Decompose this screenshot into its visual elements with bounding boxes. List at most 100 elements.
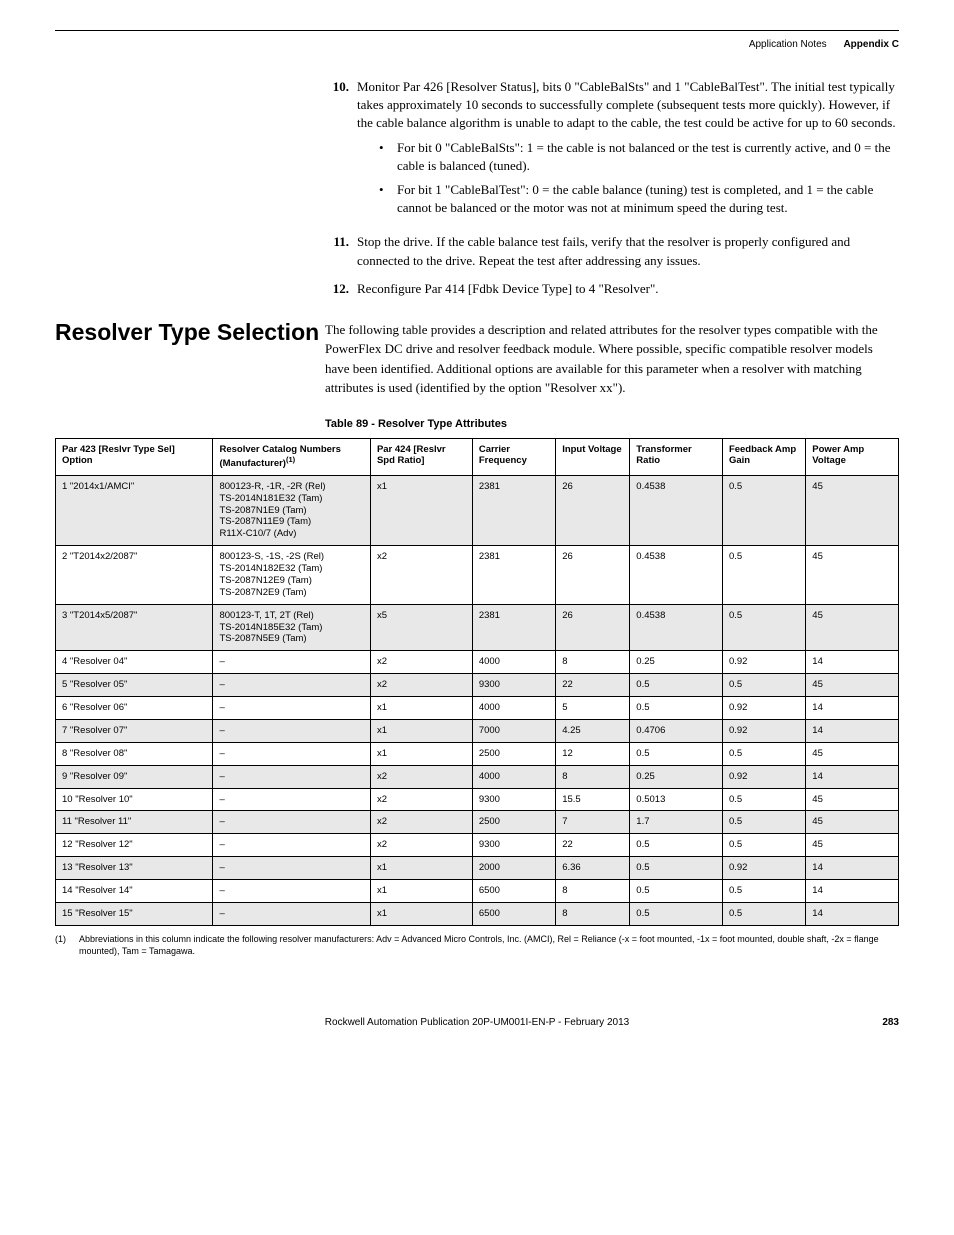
table-cell: x2 <box>370 674 472 697</box>
table-header-cell: Carrier Frequency <box>472 438 555 475</box>
table-cell: 26 <box>556 475 630 545</box>
table-cell: – <box>213 651 370 674</box>
table-cell: 2381 <box>472 604 555 651</box>
table-cell: 0.5 <box>722 811 805 834</box>
table-cell: 45 <box>806 834 899 857</box>
table-cell: 6500 <box>472 902 555 925</box>
table-cell: 800123-R, -1R, -2R (Rel)TS-2014N181E32 (… <box>213 475 370 545</box>
numbered-step: 12.Reconfigure Par 414 [Fdbk Device Type… <box>325 280 899 298</box>
table-cell: x2 <box>370 788 472 811</box>
table-cell: x2 <box>370 834 472 857</box>
table-cell: 22 <box>556 834 630 857</box>
table-cell: 0.25 <box>630 651 723 674</box>
table-cell: 0.5 <box>722 880 805 903</box>
step-number: 10. <box>325 78 357 223</box>
table-footnote: (1) Abbreviations in this column indicat… <box>55 934 899 957</box>
footnote-label: (1) <box>55 934 79 957</box>
table-cell: 45 <box>806 742 899 765</box>
table-cell: x5 <box>370 604 472 651</box>
table-cell: 800123-T, 1T, 2T (Rel)TS-2014N185E32 (Ta… <box>213 604 370 651</box>
table-cell: 45 <box>806 604 899 651</box>
section-row: Resolver Type Selection The following ta… <box>55 320 899 398</box>
table-cell: 8 <box>556 902 630 925</box>
numbered-step: 10.Monitor Par 426 [Resolver Status], bi… <box>325 78 899 223</box>
table-cell: 9300 <box>472 834 555 857</box>
table-cell: 10 "Resolver 10" <box>56 788 213 811</box>
table-cell: 14 <box>806 902 899 925</box>
table-cell: 12 "Resolver 12" <box>56 834 213 857</box>
resolver-table: Par 423 [Reslvr Type Sel] OptionResolver… <box>55 438 899 926</box>
table-caption: Table 89 - Resolver Type Attributes <box>325 418 899 430</box>
table-cell: 2500 <box>472 742 555 765</box>
bullet-item: •For bit 1 "CableBalTest": 0 = the cable… <box>379 181 899 217</box>
table-cell: – <box>213 902 370 925</box>
table-row: 9 "Resolver 09"–x2400080.250.9214 <box>56 765 899 788</box>
table-row: 2 "T2014x2/2087"800123-S, -1S, -2S (Rel)… <box>56 546 899 605</box>
table-cell: 4.25 <box>556 719 630 742</box>
table-row: 11 "Resolver 11"–x2250071.70.545 <box>56 811 899 834</box>
table-cell: 0.5 <box>630 902 723 925</box>
bullet-item: •For bit 0 "CableBalSts": 1 = the cable … <box>379 139 899 175</box>
table-cell: 2500 <box>472 811 555 834</box>
table-cell: x1 <box>370 880 472 903</box>
table-cell: 45 <box>806 811 899 834</box>
step-body: Reconfigure Par 414 [Fdbk Device Type] t… <box>357 280 899 298</box>
table-cell: 14 <box>806 697 899 720</box>
section-heading: Resolver Type Selection <box>55 320 325 398</box>
table-row: 12 "Resolver 12"–x29300220.50.545 <box>56 834 899 857</box>
table-cell: – <box>213 697 370 720</box>
table-cell: 4 "Resolver 04" <box>56 651 213 674</box>
table-cell: x1 <box>370 719 472 742</box>
table-cell: 0.4538 <box>630 475 723 545</box>
numbered-step: 11.Stop the drive. If the cable balance … <box>325 233 899 269</box>
footer-publication: Rockwell Automation Publication 20P-UM00… <box>55 1017 899 1028</box>
step-body: Monitor Par 426 [Resolver Status], bits … <box>357 78 899 223</box>
step-text: Stop the drive. If the cable balance tes… <box>357 233 899 269</box>
table-cell: – <box>213 742 370 765</box>
table-cell: 3 "T2014x5/2087" <box>56 604 213 651</box>
table-cell: 0.92 <box>722 651 805 674</box>
table-cell: 0.92 <box>722 719 805 742</box>
bullet-dot: • <box>379 139 397 175</box>
table-row: 10 "Resolver 10"–x2930015.50.50130.545 <box>56 788 899 811</box>
table-body: 1 "2014x1/AMCI"800123-R, -1R, -2R (Rel)T… <box>56 475 899 925</box>
table-cell: 7 "Resolver 07" <box>56 719 213 742</box>
table-cell: 26 <box>556 546 630 605</box>
table-cell: 0.4538 <box>630 546 723 605</box>
table-cell: 2000 <box>472 857 555 880</box>
table-cell: 14 <box>806 651 899 674</box>
table-row: 7 "Resolver 07"–x170004.250.47060.9214 <box>56 719 899 742</box>
table-cell: 4000 <box>472 651 555 674</box>
table-cell: 0.5 <box>722 742 805 765</box>
table-cell: 45 <box>806 546 899 605</box>
table-cell: – <box>213 674 370 697</box>
table-row: 5 "Resolver 05"–x29300220.50.545 <box>56 674 899 697</box>
table-cell: 13 "Resolver 13" <box>56 857 213 880</box>
step-number: 12. <box>325 280 357 298</box>
table-cell: 0.5 <box>630 834 723 857</box>
table-cell: 14 <box>806 765 899 788</box>
header-section: Application Notes <box>749 39 827 50</box>
table-cell: 4000 <box>472 697 555 720</box>
table-cell: 0.5 <box>722 546 805 605</box>
table-cell: x2 <box>370 546 472 605</box>
table-cell: 2381 <box>472 546 555 605</box>
step-text: Reconfigure Par 414 [Fdbk Device Type] t… <box>357 280 899 298</box>
table-cell: 0.5013 <box>630 788 723 811</box>
table-row: 3 "T2014x5/2087"800123-T, 1T, 2T (Rel)TS… <box>56 604 899 651</box>
table-cell: 0.92 <box>722 697 805 720</box>
table-cell: 6 "Resolver 06" <box>56 697 213 720</box>
table-row: 1 "2014x1/AMCI"800123-R, -1R, -2R (Rel)T… <box>56 475 899 545</box>
bullet-dot: • <box>379 181 397 217</box>
table-cell: 0.5 <box>722 902 805 925</box>
table-row: 8 "Resolver 08"–x12500120.50.545 <box>56 742 899 765</box>
page-footer: Rockwell Automation Publication 20P-UM00… <box>55 1017 899 1028</box>
table-cell: 15.5 <box>556 788 630 811</box>
table-cell: 14 <box>806 719 899 742</box>
table-cell: 0.5 <box>722 834 805 857</box>
step-text: Monitor Par 426 [Resolver Status], bits … <box>357 78 899 133</box>
table-cell: 0.92 <box>722 765 805 788</box>
table-cell: 0.25 <box>630 765 723 788</box>
step-number: 11. <box>325 233 357 269</box>
table-cell: 45 <box>806 674 899 697</box>
